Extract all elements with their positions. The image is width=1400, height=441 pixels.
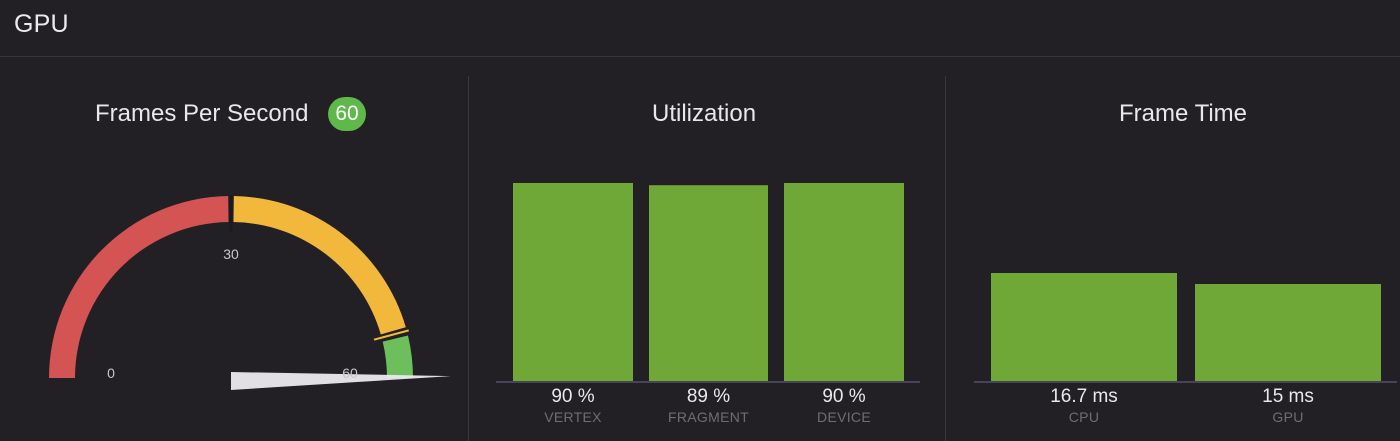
ft-cpu-label: CPU	[1068, 409, 1100, 425]
gauge-tick-55	[373, 329, 409, 341]
util-fragment-value: 89 %	[686, 386, 731, 407]
utilization-bar-fragment	[649, 185, 768, 381]
util-device-value: 90 %	[822, 386, 866, 407]
util-vertex-value: 90 %	[551, 386, 595, 407]
gpu-title: GPU	[14, 10, 69, 38]
ft-gpu-value: 15 ms	[1262, 386, 1314, 407]
gauge-yellow-zone	[233, 196, 406, 335]
gauge-needle	[231, 372, 451, 390]
utilization-bar-device	[784, 183, 904, 381]
frame-time-bar-gpu	[1195, 283, 1381, 381]
frame-time-title: Frame Time	[1119, 100, 1248, 127]
fps-gauge: 0 30 60	[49, 195, 451, 390]
ft-gpu-label: GPU	[1272, 409, 1304, 425]
panel-divider	[468, 76, 469, 441]
gauge-label-0: 0	[107, 365, 115, 381]
util-vertex-label: VERTEX	[544, 409, 602, 425]
gauge-green-zone	[382, 335, 413, 378]
util-fragment-label: FRAGMENT	[668, 409, 749, 425]
util-device-label: DEVICE	[817, 409, 871, 425]
gauge-label-60: 60	[342, 365, 358, 381]
utilization-bar-vertex	[513, 183, 633, 381]
fps-title: Frames Per Second	[95, 100, 309, 127]
gauge-red-zone	[49, 196, 229, 378]
gpu-header: GPU	[0, 0, 1400, 57]
gauge-label-30: 30	[223, 246, 239, 262]
ft-cpu-value: 16.7 ms	[1050, 386, 1118, 407]
utilization-title: Utilization	[652, 100, 757, 127]
panel-divider	[945, 76, 946, 441]
fps-badge: 60	[328, 97, 366, 131]
frame-time-bar-cpu	[991, 273, 1177, 381]
